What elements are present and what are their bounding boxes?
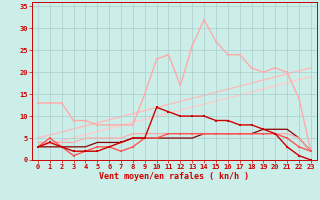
X-axis label: Vent moyen/en rafales ( kn/h ): Vent moyen/en rafales ( kn/h ) bbox=[100, 172, 249, 181]
